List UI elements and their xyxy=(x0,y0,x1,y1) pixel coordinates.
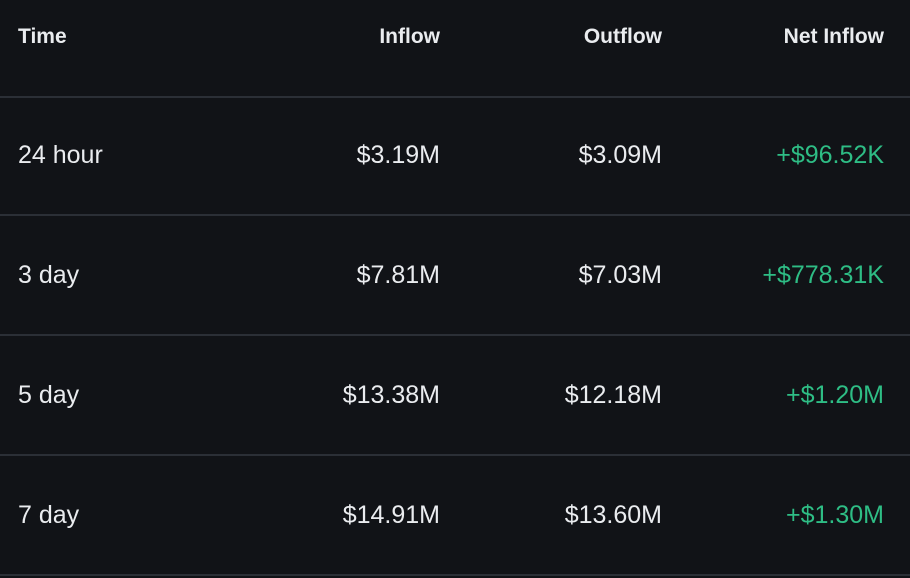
period-cell: 5 day xyxy=(18,381,80,409)
row-separator xyxy=(0,334,910,336)
column-header: Time xyxy=(18,25,67,48)
value-cell: $14.91M xyxy=(342,501,440,529)
value-cell: $7.81M xyxy=(356,261,440,289)
value-cell: $13.60M xyxy=(564,501,662,529)
period-cell: 3 day xyxy=(18,261,80,289)
column-header: Inflow xyxy=(379,25,440,48)
value-cell: +$1.30M xyxy=(786,501,884,529)
value-cell: +$96.52K xyxy=(776,141,884,169)
value-cell: $3.19M xyxy=(356,141,440,169)
value-cell: $13.38M xyxy=(342,381,440,409)
row-separator xyxy=(0,454,910,456)
value-cell: +$1.20M xyxy=(786,381,884,409)
value-cell: +$778.31K xyxy=(762,261,884,289)
column-header: Outflow xyxy=(583,25,662,48)
period-cell: 24 hour xyxy=(18,141,103,169)
row-separator xyxy=(0,214,910,216)
row-separator xyxy=(0,574,910,576)
column-header: Net Inflow xyxy=(783,25,884,48)
value-cell: $3.09M xyxy=(578,141,662,169)
value-cell: $12.18M xyxy=(564,381,662,409)
period-cell: 7 day xyxy=(18,501,80,529)
value-cell: $7.03M xyxy=(578,261,662,289)
row-separator xyxy=(0,96,910,98)
